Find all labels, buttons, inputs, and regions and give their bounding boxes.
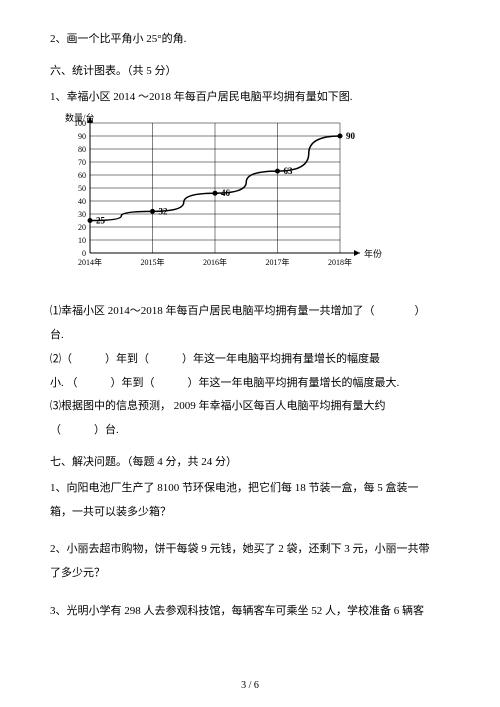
svg-text:80: 80 bbox=[78, 145, 86, 154]
sec6-sub1-a: ⑴幸福小区 2014～2018 年每百户居民电脑平均拥有量一共增加了（ bbox=[50, 305, 375, 317]
sec6-sub3b: （ ）台. bbox=[50, 421, 450, 441]
svg-text:32: 32 bbox=[159, 207, 169, 217]
sec6-sub1-c: 台. bbox=[50, 326, 450, 346]
sec7-q1a: 1、向阳电池厂生产了 8100 节环保电池，把它们每 18 节装一盒，每 5 盒… bbox=[50, 479, 450, 499]
section-6-q1: 1、幸福小区 2014 ～2018 年每百户居民电脑平均拥有量如下图. bbox=[50, 88, 450, 108]
svg-text:2016年: 2016年 bbox=[203, 257, 227, 267]
svg-text:90: 90 bbox=[78, 132, 86, 141]
svg-text:90: 90 bbox=[346, 131, 356, 141]
svg-text:100: 100 bbox=[74, 119, 86, 128]
svg-text:2017年: 2017年 bbox=[266, 257, 290, 267]
sec6-sub1-b: ） bbox=[415, 305, 426, 317]
section-6-title: 六、统计图表。（共 5 分） bbox=[50, 62, 450, 82]
line-chart: 数量/台01020304050607080901002014年2015年2016… bbox=[60, 113, 450, 296]
page-number: 3 / 6 bbox=[0, 677, 500, 695]
sec7-q2a: 2、小丽去超市购物，饼干每袋 9 元钱，她买了 2 袋，还剩下 3 元，小丽一共… bbox=[50, 540, 450, 560]
svg-text:年份: 年份 bbox=[364, 248, 382, 259]
sec7-q1b: 箱，一共可以装多少箱？ bbox=[50, 503, 450, 523]
svg-text:10: 10 bbox=[78, 236, 86, 245]
svg-text:2015年: 2015年 bbox=[141, 257, 165, 267]
svg-text:70: 70 bbox=[78, 158, 86, 167]
svg-text:0: 0 bbox=[82, 249, 86, 258]
sec7-q2b: 了多少元？ bbox=[50, 564, 450, 584]
sec6-sub2: ⑵（ ）年到（ ）年这一年电脑平均拥有量增长的幅度最 bbox=[50, 350, 450, 370]
sec7-q3: 3、光明小学有 298 人去参观科技馆，每辆客车可乘坐 52 人，学校准备 6 … bbox=[50, 602, 450, 622]
svg-text:2018年: 2018年 bbox=[328, 257, 352, 267]
sec6-sub2b: 小. （ ）年到（ ）年这一年电脑平均拥有量增长的幅度最大. bbox=[50, 374, 450, 394]
sec6-sub1: ⑴幸福小区 2014～2018 年每百户居民电脑平均拥有量一共增加了（ ） bbox=[50, 302, 450, 322]
section-7-title: 七、解决问题。（每题 4 分，共 24 分） bbox=[50, 453, 450, 473]
svg-text:30: 30 bbox=[78, 210, 86, 219]
sec6-sub3a: ⑶根据图中的信息预测， 2009 年幸福小区每百人电脑平均拥有量大约 bbox=[50, 397, 450, 417]
svg-text:2014年: 2014年 bbox=[78, 257, 102, 267]
svg-text:40: 40 bbox=[78, 197, 86, 206]
svg-text:20: 20 bbox=[78, 223, 86, 232]
svg-text:60: 60 bbox=[78, 171, 86, 180]
svg-text:46: 46 bbox=[221, 189, 231, 199]
question-2: 2、画一个比平角小 25°的角. bbox=[50, 30, 450, 50]
svg-text:63: 63 bbox=[284, 166, 294, 176]
svg-text:50: 50 bbox=[78, 184, 86, 193]
svg-text:25: 25 bbox=[96, 216, 106, 226]
